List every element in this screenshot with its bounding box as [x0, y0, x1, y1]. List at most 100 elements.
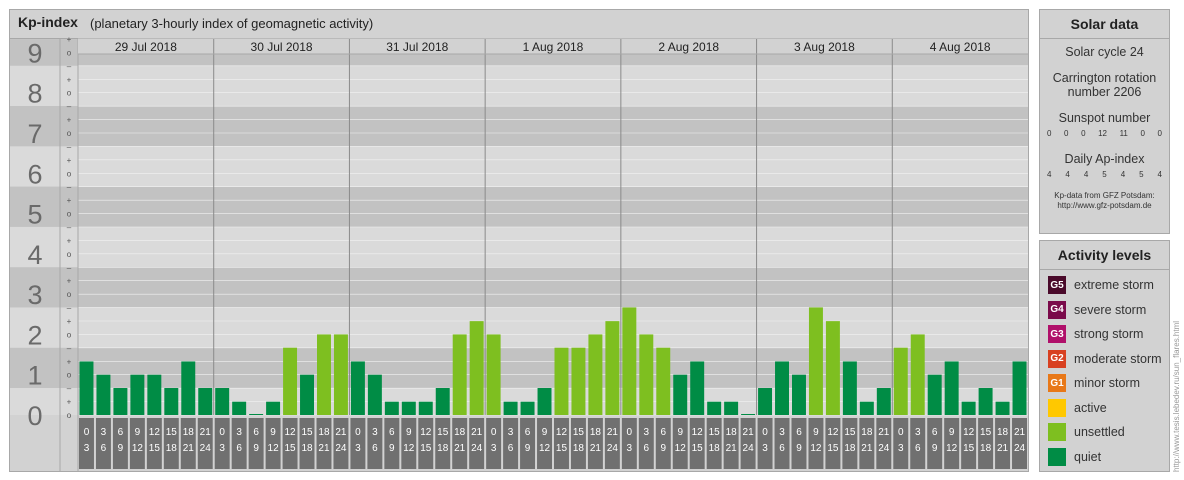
chart-subtitle: (planetary 3-hourly index of geomagnetic…	[90, 16, 374, 31]
interval-start-label: 3	[372, 427, 378, 438]
interval-cell	[384, 418, 400, 469]
y-subtick-label: –	[67, 62, 72, 71]
interval-cell	[978, 418, 994, 469]
kp-bar	[673, 374, 688, 415]
kp-bar	[249, 414, 264, 415]
interval-cell	[927, 418, 943, 469]
interval-start-label: 21	[335, 427, 347, 438]
interval-start-label: 21	[607, 427, 619, 438]
level-label: quiet	[1074, 449, 1102, 464]
interval-end-label: 9	[253, 443, 259, 454]
y-subtick-label: –	[67, 102, 72, 111]
kp-bar	[79, 361, 94, 415]
y-subtick-label: –	[67, 223, 72, 232]
kp-bar	[232, 401, 247, 415]
solar-data-panel: Solar data Solar cycle 24 Carrington rot…	[1039, 9, 1170, 234]
interval-end-label: 21	[454, 443, 466, 454]
interval-end-label: 24	[471, 443, 483, 454]
kp-level-band	[10, 146, 1028, 187]
kp-bar	[147, 374, 162, 415]
ap-value: 5	[1139, 170, 1144, 179]
interval-end-label: 3	[898, 443, 904, 454]
level-swatch: G4	[1048, 300, 1066, 319]
kp-bar	[876, 388, 891, 415]
y-subtick-label: –	[67, 142, 72, 151]
kp-bar	[605, 321, 620, 415]
interval-end-label: 15	[149, 443, 161, 454]
y-subtick-label: +	[67, 116, 72, 125]
interval-start-label: 15	[166, 427, 178, 438]
kp-bar	[825, 321, 840, 415]
level-swatch: G1	[1048, 374, 1066, 392]
interval-start-label: 21	[878, 427, 890, 438]
level-strong-storm: G3 strong storm	[1048, 324, 1143, 344]
kp-bar	[503, 401, 518, 415]
kp-bar	[910, 334, 925, 415]
interval-cell	[214, 418, 230, 469]
level-swatch: G2	[1048, 349, 1066, 368]
level-active: active	[1048, 398, 1107, 418]
y-subtick-label: o	[67, 129, 72, 138]
kp-bar	[758, 388, 773, 415]
interval-end-label: 21	[318, 443, 330, 454]
interval-cell	[706, 418, 722, 469]
kp-bar	[571, 347, 586, 415]
interval-cell	[299, 418, 315, 469]
interval-start-label: 12	[692, 427, 704, 438]
interval-cell	[79, 418, 94, 469]
kp-bar	[690, 361, 705, 415]
interval-cell	[961, 418, 977, 469]
interval-end-label: 21	[590, 443, 602, 454]
kp-bar	[978, 388, 993, 415]
kp-bar	[283, 347, 298, 415]
interval-end-label: 9	[389, 443, 395, 454]
interval-cell	[350, 418, 366, 469]
interval-end-label: 24	[200, 443, 212, 454]
interval-end-label: 6	[779, 443, 785, 454]
interval-start-label: 0	[898, 427, 904, 438]
interval-start-label: 21	[471, 427, 483, 438]
y-subtick-label: –	[67, 263, 72, 272]
interval-start-label: 12	[963, 427, 975, 438]
interval-cell	[570, 418, 586, 469]
interval-cell	[621, 418, 637, 469]
ap-value: 4	[1157, 170, 1162, 179]
sunspot-value: 0	[1064, 129, 1069, 138]
interval-cell	[893, 418, 909, 469]
y-tick-label: 5	[27, 200, 42, 230]
level-label: minor storm	[1074, 376, 1140, 390]
level-minor-storm: G1 minor storm	[1048, 373, 1140, 393]
interval-start-label: 15	[437, 427, 449, 438]
interval-cell	[808, 418, 824, 469]
interval-cell	[537, 418, 552, 469]
interval-end-label: 21	[997, 443, 1009, 454]
interval-start-label: 6	[525, 427, 531, 438]
data-credit-link[interactable]: http://www.gfz-potsdam.de	[1057, 201, 1152, 210]
interval-start-label: 18	[590, 427, 602, 438]
interval-end-label: 21	[726, 443, 738, 454]
solar-cycle: Solar cycle 24	[1065, 45, 1144, 59]
interval-end-label: 9	[525, 443, 531, 454]
interval-start-label: 0	[84, 427, 90, 438]
interval-cell	[604, 418, 620, 469]
kp-bar	[588, 334, 603, 415]
y-subtick-label: –	[67, 183, 72, 192]
interval-start-label: 12	[284, 427, 296, 438]
interval-end-label: 12	[946, 443, 958, 454]
y-tick-label: 7	[27, 119, 42, 149]
sunspot-value: 0	[1157, 129, 1162, 138]
interval-end-label: 24	[878, 443, 890, 454]
interval-start-label: 0	[762, 427, 768, 438]
interval-end-label: 24	[607, 443, 619, 454]
interval-cell	[740, 418, 756, 469]
interval-end-label: 9	[660, 443, 666, 454]
interval-start-label: 3	[508, 427, 514, 438]
interval-end-label: 21	[861, 443, 873, 454]
interval-start-label: 3	[101, 427, 107, 438]
interval-start-label: 0	[219, 427, 225, 438]
y-subtick-label: o	[67, 169, 72, 178]
kp-level-band	[10, 65, 1028, 107]
interval-cell	[774, 418, 790, 469]
y-subtick-label: +	[67, 196, 72, 205]
level-swatch: G3	[1048, 325, 1066, 343]
